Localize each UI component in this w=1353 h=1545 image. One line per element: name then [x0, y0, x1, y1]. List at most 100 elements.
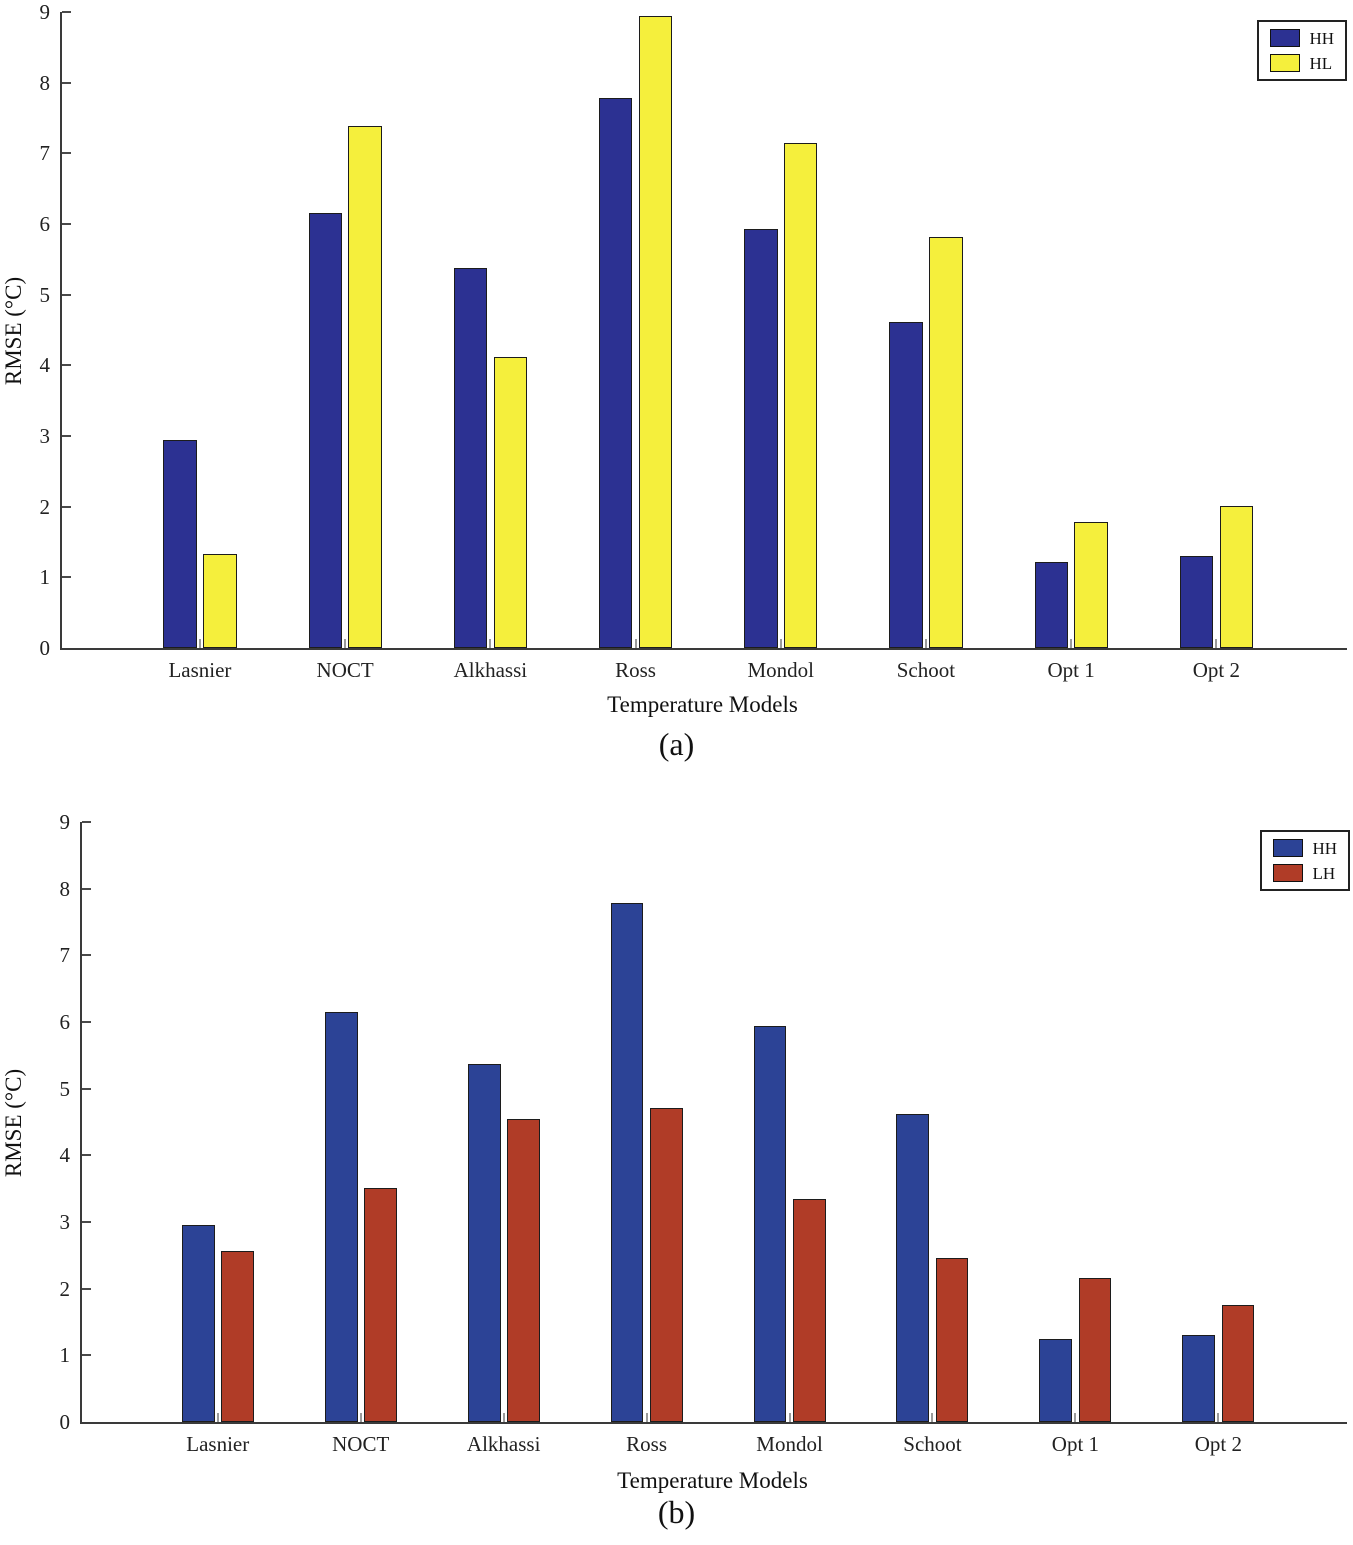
x-tick-mark [1215, 639, 1218, 648]
x-tick-mark [645, 1413, 648, 1422]
x-tick-mark [634, 639, 637, 648]
bar-hh-schoot [896, 1114, 930, 1422]
y-tick-mark [82, 1154, 91, 1157]
x-tick-label: Alkhassi [466, 1432, 541, 1456]
y-tick-mark [62, 364, 71, 367]
bar-hh-alkhassi [453, 267, 488, 648]
bar-lh-noct [363, 1188, 397, 1422]
bar-hh-schoot [889, 321, 923, 648]
bar-hl-lasnier [203, 554, 237, 648]
y-tick-mark [62, 576, 71, 579]
x-tick-mark [1217, 1413, 1220, 1422]
x-tick-label: Mondol [756, 1432, 823, 1456]
bar-lh-opt-2 [1221, 1305, 1255, 1422]
x-tick-mark [502, 1413, 505, 1422]
x-tick-label: Opt 2 [1194, 1432, 1242, 1456]
x-tick-mark [216, 1413, 219, 1422]
chart-panel-a: RMSE (°C) 0 1 2 3 4 5 6 7 8 9 Lasnier NOCT Alkhassi R… [1, 0, 1347, 762]
y-axis-title: RMSE (°C) [1, 276, 26, 386]
bar-lh-lasnier [220, 1250, 254, 1422]
y-tick-label: 7 [39, 141, 51, 166]
x-tick-mark [924, 639, 927, 648]
x-tick-mark [198, 639, 201, 648]
x-axis-title: Temperature Models [617, 1468, 808, 1493]
x-tick-mark [779, 639, 782, 648]
x-tick-mark [359, 1413, 362, 1422]
x-tick-label: Schoot [896, 658, 956, 682]
legend-entry-hh: HH [1273, 839, 1337, 857]
y-tick-label: 1 [39, 565, 51, 590]
x-tick-mark [489, 639, 492, 648]
x-axis-title: Temperature Models [607, 692, 798, 717]
bar-hh-mondol [753, 1026, 787, 1422]
y-tick-label: 2 [59, 1276, 71, 1301]
bar-hh-opt-2 [1179, 556, 1214, 648]
y-tick-mark [82, 1021, 91, 1023]
y-tick-label: 0 [39, 636, 51, 660]
y-tick-label: 6 [59, 1010, 71, 1034]
x-tick-label: Opt 1 [1047, 658, 1095, 682]
y-tick-label: 1 [59, 1343, 71, 1368]
y-tick-mark [62, 81, 71, 84]
x-tick-label: Alkhassi [453, 658, 528, 682]
x-tick-label: Opt 2 [1192, 658, 1240, 682]
y-tick-label: 8 [39, 70, 51, 95]
x-tick-label: Lasnier [168, 658, 232, 682]
bar-lh-opt-1 [1078, 1278, 1112, 1422]
legend: HH HL [1257, 20, 1347, 81]
bar-lh-ross [649, 1108, 683, 1422]
y-tick-label: 4 [39, 353, 51, 378]
y-tick-mark [62, 11, 71, 13]
plot-area: 0 1 2 3 4 5 6 7 8 9 Lasnier NOCT Alkhassi Ross Mondol S… [60, 810, 1347, 1456]
bar-lh-schoot [935, 1258, 969, 1422]
y-tick-label: 2 [39, 494, 51, 519]
bar-hh-noct [324, 1012, 358, 1422]
y-tick-mark [82, 1087, 91, 1090]
x-tick-label: NOCT [332, 1432, 390, 1456]
y-tick-label: 5 [59, 1076, 71, 1101]
x-tick-label: Lasnier [186, 1432, 250, 1456]
y-tick-label: 9 [59, 810, 71, 834]
bar-hh-mondol [744, 228, 778, 648]
legend-entry-hl: HL [1270, 54, 1334, 72]
y-tick-label: 3 [39, 424, 51, 448]
bar-hl-noct [348, 126, 382, 648]
y-tick-mark [82, 954, 91, 957]
x-tick-label: Mondol [747, 658, 814, 682]
bar-hl-mondol [783, 142, 818, 648]
y-axis-title: RMSE (°C) [1, 1068, 26, 1178]
x-tick-mark [788, 1413, 791, 1422]
y-tick-mark [62, 293, 71, 296]
y-tick-mark [82, 821, 91, 823]
chart-panel-b: RMSE (°C) 0 1 2 3 4 5 6 7 8 9 Lasnier NOCT Alkhassi R… [0, 780, 1353, 1545]
legend-swatch-hl [1270, 54, 1301, 72]
y-tick-label: 3 [59, 1210, 71, 1234]
bar-hh-opt-2 [1182, 1334, 1216, 1422]
y-tick-mark [62, 505, 71, 508]
subfigure-caption-a: (a) [658, 726, 695, 762]
legend-swatch-hh [1270, 29, 1301, 47]
y-tick-label: 8 [59, 876, 71, 901]
legend-entry-lh: LH [1273, 864, 1337, 882]
bar-hl-schoot [929, 236, 963, 648]
subfigure-caption-b: (b) [657, 1494, 696, 1530]
legend-label-hl: HL [1309, 53, 1333, 73]
legend-label-lh: LH [1312, 863, 1336, 883]
y-tick-label: 0 [59, 1410, 71, 1434]
y-tick-mark [82, 1287, 91, 1290]
bar-lh-alkhassi [506, 1119, 540, 1422]
x-tick-mark [1074, 1413, 1077, 1422]
bar-hh-alkhassi [467, 1064, 501, 1422]
bar-hh-ross [598, 98, 633, 648]
bar-hh-opt-1 [1034, 561, 1068, 648]
x-tick-mark [931, 1413, 934, 1422]
legend: HH LH [1260, 830, 1350, 891]
x-tick-label: Ross [626, 1432, 668, 1456]
legend-swatch-lh [1273, 864, 1304, 882]
x-tick-label: Opt 1 [1051, 1432, 1100, 1456]
bar-hl-alkhassi [493, 356, 527, 648]
y-tick-mark [62, 152, 71, 155]
bar-hh-lasnier [181, 1225, 215, 1422]
legend-swatch-hh [1273, 839, 1304, 857]
